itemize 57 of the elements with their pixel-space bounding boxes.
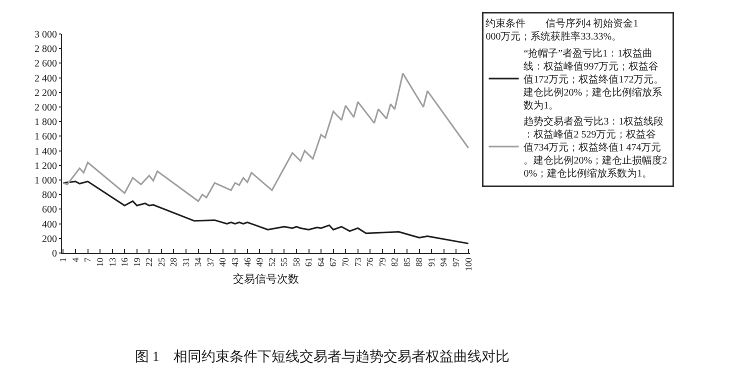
- y-tick-label: 2 000: [34, 102, 57, 114]
- x-tick-label: 67: [328, 257, 338, 267]
- x-tick-label: 82: [390, 258, 400, 267]
- x-tick-label: 13: [107, 257, 118, 267]
- x-tick-label: 43: [230, 257, 240, 267]
- x-tick-label: 34: [193, 257, 204, 267]
- legend-title: 约束条件 信号序列4 初始资金1 000万元；系统获胜率33.33%。: [486, 18, 641, 43]
- x-tick-label: 91: [426, 258, 436, 267]
- x-tick-label: 100: [463, 257, 474, 272]
- y-tick-label: 1 400: [34, 146, 57, 158]
- x-tick-label: 40: [218, 257, 228, 267]
- y-tick-label: 1 200: [34, 160, 57, 172]
- y-tick-label: 1 800: [34, 117, 57, 128]
- y-tick-label: 1 600: [34, 132, 57, 143]
- y-tick-label: 2 600: [34, 58, 57, 70]
- x-tick-label: 28: [168, 257, 179, 267]
- y-tick-label: 3 000: [34, 30, 57, 40]
- x-tick-label: 1: [58, 258, 68, 262]
- y-tick-label: 2 400: [34, 73, 57, 84]
- x-tick-label: 19: [132, 257, 142, 267]
- x-tick-label: 55: [279, 257, 290, 267]
- x-tick-label: 46: [242, 257, 252, 267]
- y-tick-label: 2 200: [34, 88, 57, 99]
- line-series: [62, 180, 470, 244]
- x-tick-label: 37: [205, 257, 216, 267]
- x-tick-label: 94: [438, 257, 449, 267]
- line-series: [62, 72, 470, 202]
- y-tick-label: 800: [42, 190, 57, 202]
- x-tick-label: 70: [340, 257, 351, 267]
- x-tick-label: 76: [365, 257, 376, 267]
- x-tick-label: 25: [156, 257, 166, 267]
- x-tick-label: 88: [414, 257, 424, 267]
- x-tick-label: 64: [316, 257, 326, 267]
- x-tick-label: 49: [254, 257, 265, 267]
- x-tick-label: 52: [266, 258, 277, 267]
- x-tick-label: 58: [291, 257, 302, 267]
- x-tick-label: 4: [70, 257, 80, 262]
- x-tick-label: 31: [180, 258, 191, 267]
- x-tick-label: 85: [402, 257, 412, 267]
- y-tick-label: 600: [42, 204, 57, 216]
- x-tick-label: 73: [352, 257, 363, 267]
- legend-label: “抢帽子”者盈亏比1：1权益曲线：权益峰值997万元；权益谷值172万元；权益终值172万元。建仓比例20%；建仓比例缩放系数为1。: [522, 48, 664, 112]
- x-tick-label: 61: [304, 258, 314, 267]
- text: 图 1 相同约束条件下短线交易者与趋势交易者权益曲线对比: [134, 348, 510, 365]
- y-tick-label: 200: [42, 234, 57, 245]
- y-tick-label: 1 000: [34, 176, 57, 186]
- x-axis-title: 交易信号次数: [233, 272, 299, 286]
- legend-label: 趋势交易者盈亏比3：1权益线段：权益峰值2 529万元；权益谷值734万元；权益终值1 474万元。建仓比例20%；建仓止损幅度20%；建仓比例缩放系数为1。: [524, 116, 668, 180]
- y-tick-label: 0: [52, 248, 57, 260]
- x-tick-label: 10: [94, 257, 105, 267]
- x-tick-label: 79: [377, 257, 388, 267]
- x-tick-label: 22: [144, 258, 154, 267]
- x-tick-label: 7: [82, 257, 93, 262]
- y-tick-label: 2 800: [34, 44, 57, 56]
- y-tick-label: 400: [42, 219, 57, 230]
- x-tick-label: 97: [451, 257, 462, 267]
- x-tick-label: 16: [120, 257, 130, 267]
